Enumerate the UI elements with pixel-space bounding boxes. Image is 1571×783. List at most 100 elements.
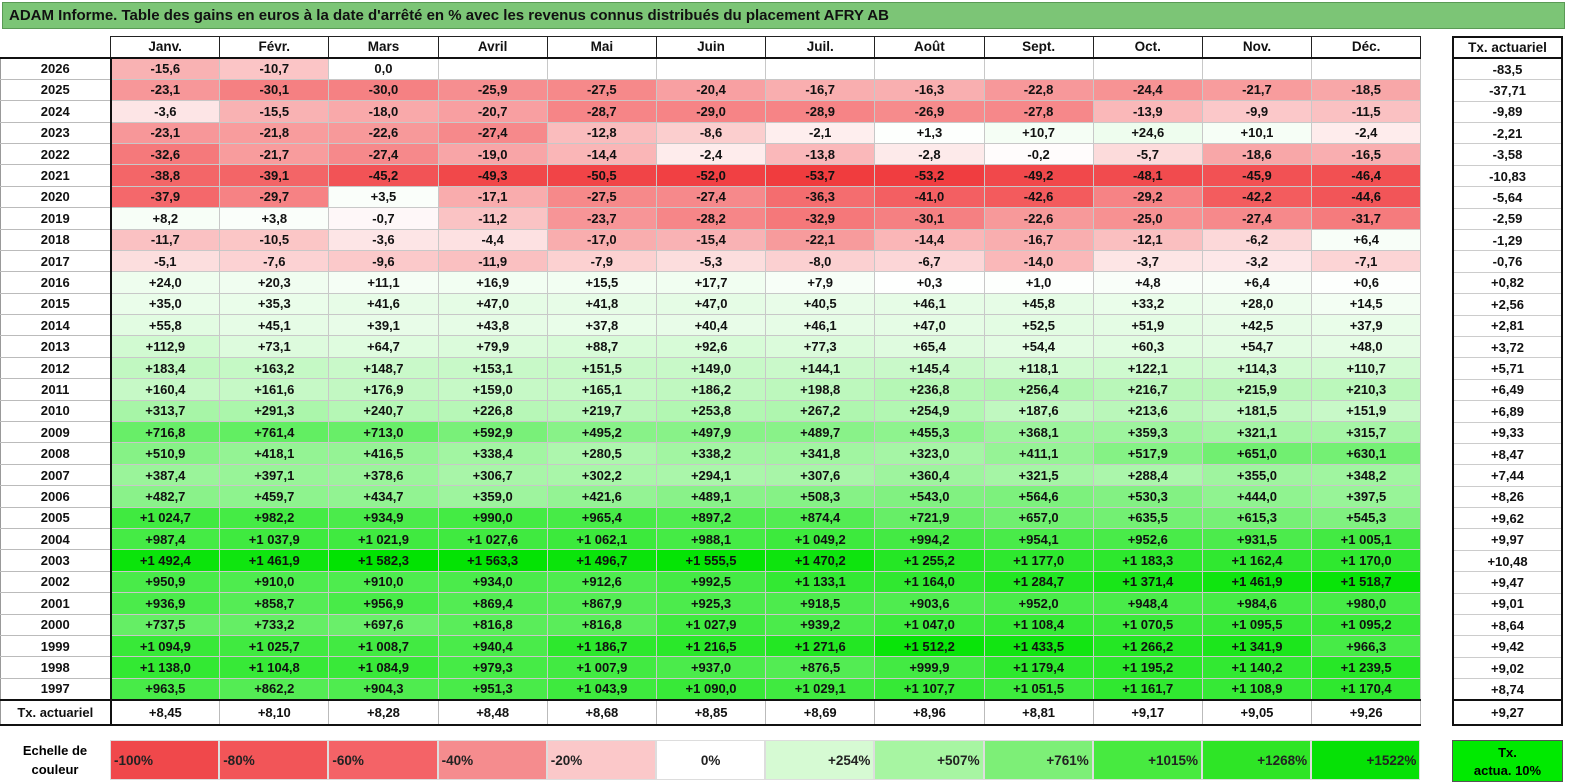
gain-cell: +176,9 (328, 378, 439, 401)
gain-cell: +0,6 (1311, 271, 1422, 294)
gain-cell: +216,7 (1092, 378, 1203, 401)
gain-cell: -18,6 (1201, 142, 1313, 166)
gain-cell: +42,5 (1201, 314, 1313, 337)
gain-cell: +1 170,0 (1311, 549, 1422, 572)
gain-cell: +52,5 (983, 314, 1094, 337)
actuarial-target-line2: actua. 10% (1473, 763, 1542, 778)
month-header: Juin (655, 35, 767, 59)
gain-cell: -2,1 (765, 121, 876, 144)
gain-cell: +47,0 (655, 292, 767, 316)
gain-cell: +963,5 (109, 677, 221, 701)
gain-cell: +910,0 (219, 570, 330, 594)
gain-cell: +65,4 (874, 335, 985, 358)
actuarial-cell: +8,26 (1452, 486, 1563, 509)
gain-cell: +307,6 (765, 463, 876, 487)
table-row: 2023 -23,1 -21,8 -22,6 -27,4 -12,8 -8,6 -2,1 +1,… (0, 121, 1422, 144)
gain-cell: +54,7 (1201, 335, 1313, 358)
gain-cell: +306,7 (437, 463, 548, 487)
gain-cell (874, 57, 985, 80)
gain-cell: +40,5 (765, 292, 876, 316)
gain-cell: -27,5 (546, 185, 657, 209)
gain-cell: +1 005,1 (1311, 527, 1422, 551)
gain-cell: +1,0 (983, 271, 1094, 294)
month-header: Mars (328, 35, 439, 59)
gain-cell: +10,7 (983, 121, 1094, 144)
actuarial-row: +3,72 (1452, 336, 1563, 359)
gain-cell: -21,7 (219, 142, 330, 166)
gain-cell: +858,7 (219, 592, 330, 615)
gain-cell: +43,8 (437, 314, 548, 337)
actuarial-cell: -2,21 (1452, 122, 1563, 145)
year-cell: 2020 (0, 186, 112, 209)
gain-cell: -7,9 (546, 249, 657, 273)
gain-cell: -31,7 (1311, 207, 1422, 230)
actuarial-row: +8,47 (1452, 443, 1563, 466)
gain-cell: +47,0 (437, 292, 548, 316)
gain-cell: +198,8 (765, 378, 876, 401)
gain-cell: -22,1 (765, 228, 876, 251)
gain-cell: +1 341,9 (1201, 634, 1313, 658)
gain-cell: +4,8 (1092, 271, 1203, 294)
year-cell: 2013 (0, 335, 112, 358)
year-cell: 2004 (0, 528, 112, 551)
year-cell: 2021 (0, 164, 112, 187)
gain-cell: -27,4 (328, 142, 439, 166)
gain-cell: -14,0 (983, 249, 1094, 273)
color-scale-label-line1: Echelle de (22, 743, 88, 758)
gain-cell: -41,0 (874, 185, 985, 209)
gain-cell: -14,4 (546, 142, 657, 166)
gain-cell: +1 461,9 (1201, 570, 1313, 594)
gain-cell: -53,2 (874, 164, 985, 187)
gain-cell: +359,3 (1092, 421, 1203, 444)
actuarial-cell: +6,49 (1452, 379, 1563, 402)
gain-cell: +161,6 (219, 378, 330, 401)
gain-cell: -15,5 (219, 100, 330, 123)
gain-cell: -12,8 (546, 121, 657, 144)
table-row: 1998 +1 138,0 +1 104,8 +1 084,9 +979,3 +1 007… (0, 656, 1422, 679)
gain-cell: -44,6 (1311, 185, 1422, 209)
gain-cell: -27,8 (983, 100, 1094, 123)
actuarial-row: +0,82 (1452, 272, 1563, 295)
gain-cell: +876,5 (765, 656, 876, 679)
gain-cell (1311, 57, 1422, 80)
gain-cell: +517,9 (1092, 442, 1203, 465)
gain-cell: -2,4 (1311, 121, 1422, 144)
gain-cell: -3,7 (1092, 249, 1203, 273)
gain-cell: -7,6 (219, 249, 330, 273)
table-row: 2001 +936,9 +858,7 +956,9 +869,4 +867,9 +925,3… (0, 592, 1422, 615)
total-row: Tx. actuariel +8,45 +8,10 +8,28 +8,48 +8,68 +8… (0, 698, 1422, 726)
actuarial-row: +9,97 (1452, 528, 1563, 551)
gain-cell: -42,6 (983, 185, 1094, 209)
gain-cell: +41,6 (328, 292, 439, 316)
gain-cell: -18,0 (328, 100, 439, 123)
actuarial-cell: -5,64 (1452, 186, 1563, 209)
gain-cell: +510,9 (109, 442, 221, 465)
gain-cell: +1 029,1 (765, 677, 876, 701)
gain-cell: -6,2 (1201, 228, 1313, 251)
gain-cell: -2,4 (655, 142, 767, 166)
actuarial-cell: +9,42 (1452, 635, 1563, 658)
gain-cell: +1 049,2 (765, 527, 876, 551)
gain-cell: +1 512,2 (874, 634, 985, 658)
gain-cell: +54,4 (983, 335, 1094, 358)
gain-cell: -16,7 (765, 78, 876, 102)
actuarial-target-line1: Tx. (1498, 745, 1517, 760)
gain-cell: +1 216,5 (655, 634, 767, 658)
gain-cell: +721,9 (874, 506, 985, 529)
color-scale-swatch: -40% (437, 740, 547, 780)
gain-cell: +122,1 (1092, 356, 1203, 380)
actuarial-cell: +2,56 (1452, 293, 1563, 316)
gain-cell: +482,7 (109, 485, 221, 508)
gain-cell: +60,3 (1092, 335, 1203, 358)
gain-cell: -2,8 (874, 142, 985, 166)
gain-cell: -13,8 (765, 142, 876, 166)
gain-cell: +1 162,4 (1201, 549, 1313, 572)
month-header: Oct. (1092, 35, 1203, 59)
year-cell: 2014 (0, 314, 112, 337)
month-header-row: Janv. Févr. Mars Avril Mai Juin Juil. Août Sept.… (0, 35, 1422, 59)
gain-cell: +1 433,5 (983, 634, 1094, 658)
gain-cell: +378,6 (328, 463, 439, 487)
gain-cell: -3,2 (1201, 249, 1313, 273)
gain-cell: -18,5 (1311, 78, 1422, 102)
table-row: 2008 +510,9 +418,1 +416,5 +338,4 +280,5 +338,2… (0, 442, 1422, 465)
